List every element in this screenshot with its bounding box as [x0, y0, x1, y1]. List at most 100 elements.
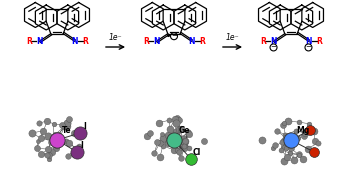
Text: I: I	[80, 141, 83, 150]
Point	[66, 118, 71, 121]
Point	[311, 129, 317, 132]
Point	[60, 123, 65, 126]
Text: R: R	[260, 37, 266, 46]
Point	[179, 136, 185, 139]
Point	[296, 153, 302, 156]
Text: R: R	[316, 37, 322, 46]
Point	[285, 120, 291, 123]
Point	[279, 140, 285, 143]
Point	[303, 131, 309, 134]
Text: I: I	[83, 122, 86, 131]
Text: N: N	[188, 37, 195, 46]
Point	[74, 150, 80, 153]
Text: N: N	[305, 37, 312, 46]
Point	[284, 138, 289, 141]
Text: R: R	[143, 37, 149, 46]
Point	[76, 145, 81, 148]
Point	[166, 142, 171, 145]
Point	[182, 141, 187, 144]
Point	[167, 128, 173, 131]
Point	[296, 153, 301, 156]
Point	[182, 139, 188, 142]
Text: R: R	[82, 37, 88, 46]
Text: −: −	[271, 44, 276, 50]
Text: 1e⁻: 1e⁻	[226, 33, 239, 42]
Point	[173, 122, 179, 125]
Point	[186, 133, 192, 136]
Point	[311, 150, 317, 153]
Point	[176, 138, 182, 141]
Text: Ge: Ge	[179, 126, 190, 135]
Point	[73, 147, 79, 150]
Point	[34, 147, 39, 150]
Point	[71, 153, 77, 156]
Text: N: N	[270, 37, 277, 46]
Point	[284, 146, 289, 149]
Point	[165, 137, 171, 140]
Point	[176, 128, 182, 131]
Point	[292, 139, 298, 142]
Point	[77, 132, 83, 135]
Point	[284, 155, 289, 158]
Point	[40, 129, 46, 132]
Point	[49, 150, 55, 153]
Text: N: N	[153, 37, 160, 46]
Point	[288, 147, 294, 150]
Point	[54, 143, 60, 146]
Point	[49, 139, 55, 142]
Point	[147, 131, 152, 134]
Point	[58, 135, 63, 138]
Point	[66, 142, 72, 145]
Point	[272, 143, 278, 146]
Text: 1e⁻: 1e⁻	[109, 33, 122, 42]
Point	[171, 148, 177, 151]
Point	[172, 117, 177, 120]
Point	[284, 136, 289, 139]
Point	[48, 141, 54, 144]
Point	[38, 137, 44, 140]
Point	[302, 132, 308, 135]
Point	[201, 139, 207, 143]
Point	[306, 122, 311, 125]
Point	[296, 121, 301, 124]
Point	[36, 122, 42, 125]
Point	[160, 137, 166, 140]
Text: R: R	[26, 37, 32, 46]
Point	[173, 130, 179, 133]
Point	[289, 135, 295, 138]
Point	[157, 156, 163, 159]
Point	[295, 136, 301, 139]
Point	[175, 116, 180, 119]
Point	[144, 135, 150, 138]
Text: R: R	[199, 37, 205, 46]
Point	[61, 126, 66, 129]
Point	[65, 154, 70, 157]
Point	[182, 140, 188, 143]
Point	[55, 134, 61, 137]
Point	[165, 133, 171, 136]
Point	[152, 151, 157, 154]
Point	[290, 134, 295, 137]
Point	[305, 147, 310, 150]
Point	[46, 134, 51, 137]
Point	[281, 159, 286, 162]
Text: Mg: Mg	[296, 126, 309, 135]
Point	[312, 139, 318, 143]
Point	[287, 152, 293, 155]
Point	[171, 139, 177, 142]
Point	[44, 153, 50, 156]
Point	[64, 124, 70, 127]
Point	[157, 141, 163, 144]
Point	[292, 159, 297, 162]
Point	[51, 134, 57, 137]
Point	[282, 133, 288, 136]
Point	[281, 146, 287, 149]
Text: −: −	[171, 33, 177, 39]
Point	[280, 124, 286, 127]
Point	[155, 141, 160, 144]
Point	[46, 148, 51, 151]
Point	[315, 142, 321, 145]
Point	[259, 139, 264, 142]
Point	[176, 119, 182, 122]
Point	[179, 156, 184, 159]
